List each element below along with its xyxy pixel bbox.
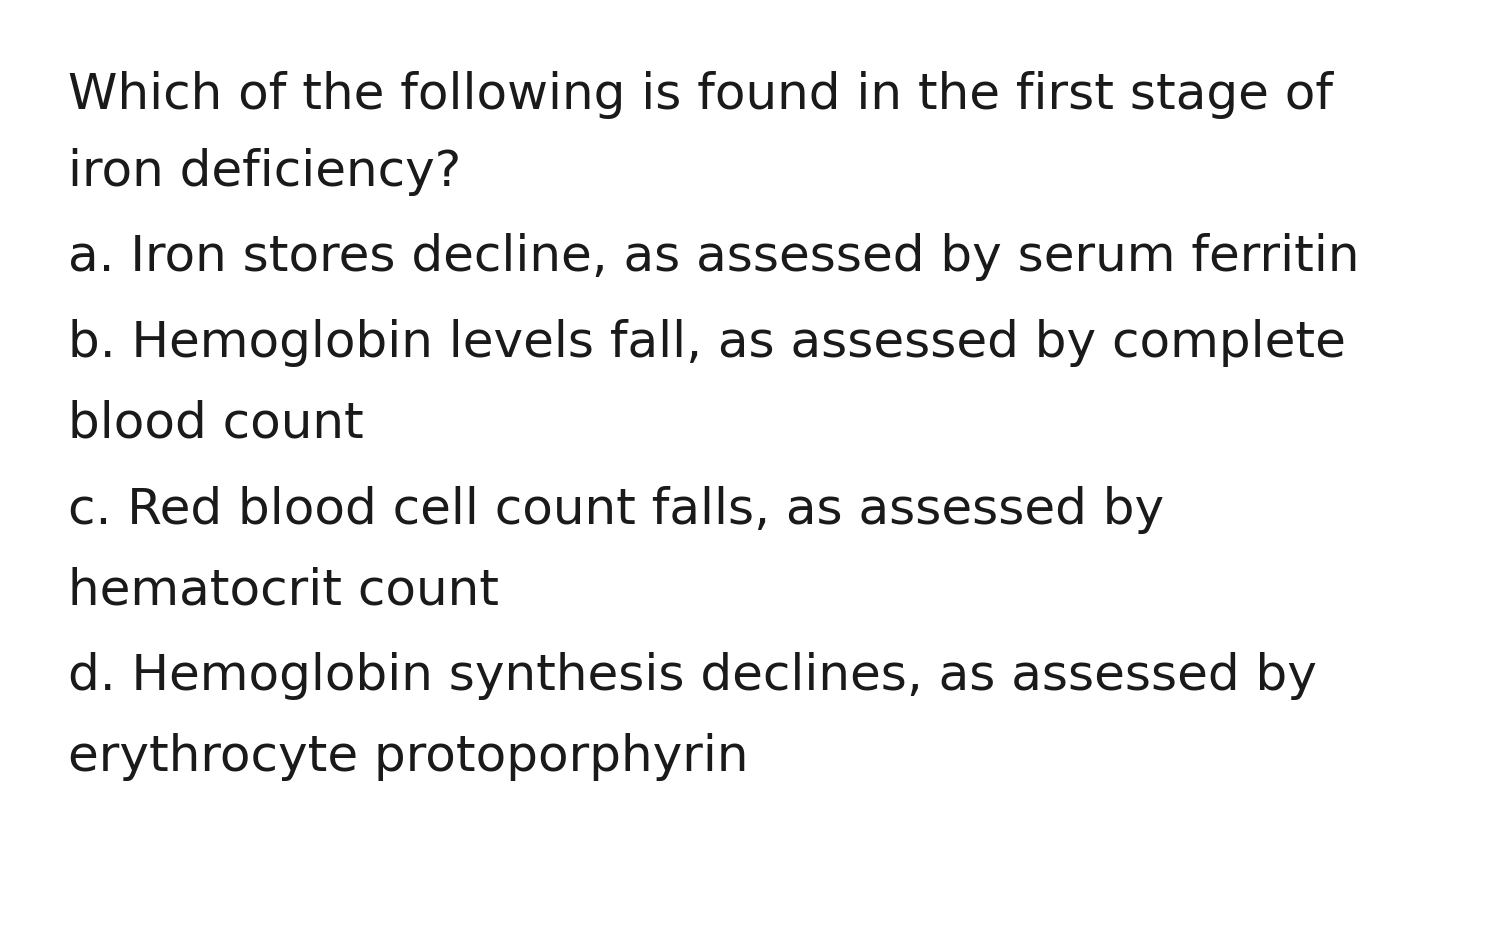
Text: Which of the following is found in the first stage of: Which of the following is found in the f… (68, 71, 1332, 119)
Text: d. Hemoglobin synthesis declines, as assessed by: d. Hemoglobin synthesis declines, as ass… (68, 652, 1317, 700)
Text: c. Red blood cell count falls, as assessed by: c. Red blood cell count falls, as assess… (68, 486, 1164, 533)
Text: erythrocyte protoporphyrin: erythrocyte protoporphyrin (68, 733, 748, 781)
Text: b. Hemoglobin levels fall, as assessed by complete: b. Hemoglobin levels fall, as assessed b… (68, 319, 1346, 367)
Text: a. Iron stores decline, as assessed by serum ferritin: a. Iron stores decline, as assessed by s… (68, 233, 1359, 281)
Text: blood count: blood count (68, 400, 363, 447)
Text: iron deficiency?: iron deficiency? (68, 148, 460, 195)
Text: hematocrit count: hematocrit count (68, 566, 498, 614)
